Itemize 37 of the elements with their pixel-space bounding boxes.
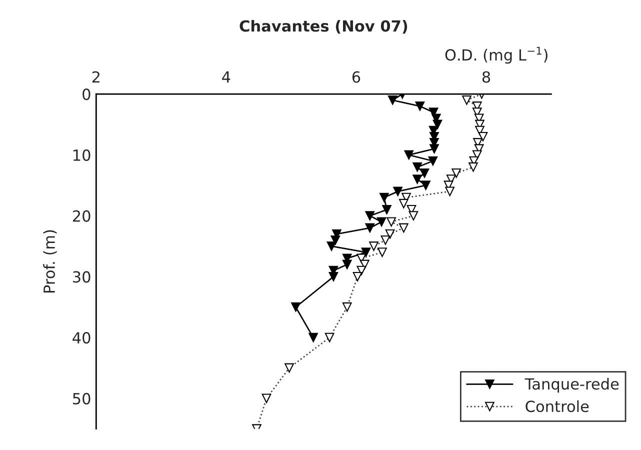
y-tick-label: 20 [72, 210, 90, 222]
x-axis-title: O.D. (mg L$^{−1}$) [445, 46, 548, 64]
point [326, 242, 336, 251]
point [412, 162, 422, 172]
point [393, 186, 403, 196]
point [376, 217, 386, 227]
point [328, 272, 338, 282]
y-tick-label: 50 [73, 392, 90, 404]
point [404, 150, 414, 160]
point [420, 168, 430, 178]
point [382, 205, 392, 214]
point [291, 302, 300, 312]
legend-label: Controle [526, 400, 589, 412]
x-tick-label: 6 [352, 71, 360, 83]
point [412, 174, 422, 184]
chart-title: Chavantes (Nov 07) [240, 20, 408, 34]
point [432, 120, 442, 130]
point [388, 95, 398, 105]
y-tick-label: 10 [74, 149, 90, 161]
point [365, 223, 375, 233]
y-axis-title: Prof. (m) [43, 230, 57, 292]
x-tick-label: 2 [92, 71, 100, 83]
point [428, 156, 438, 166]
point [365, 211, 375, 220]
point [342, 260, 352, 270]
y-tick-label: 0 [82, 88, 90, 100]
point [361, 248, 371, 258]
point [430, 144, 439, 154]
y-tick-label: 30 [73, 271, 90, 283]
y-tick-label: 40 [72, 332, 90, 344]
x-tick-label: 4 [222, 71, 230, 83]
point [415, 102, 425, 111]
point [379, 192, 389, 202]
x-tick-label: 8 [482, 71, 490, 83]
legend-label: Tanque-rede [524, 378, 619, 393]
point [308, 332, 318, 342]
point [421, 180, 430, 190]
